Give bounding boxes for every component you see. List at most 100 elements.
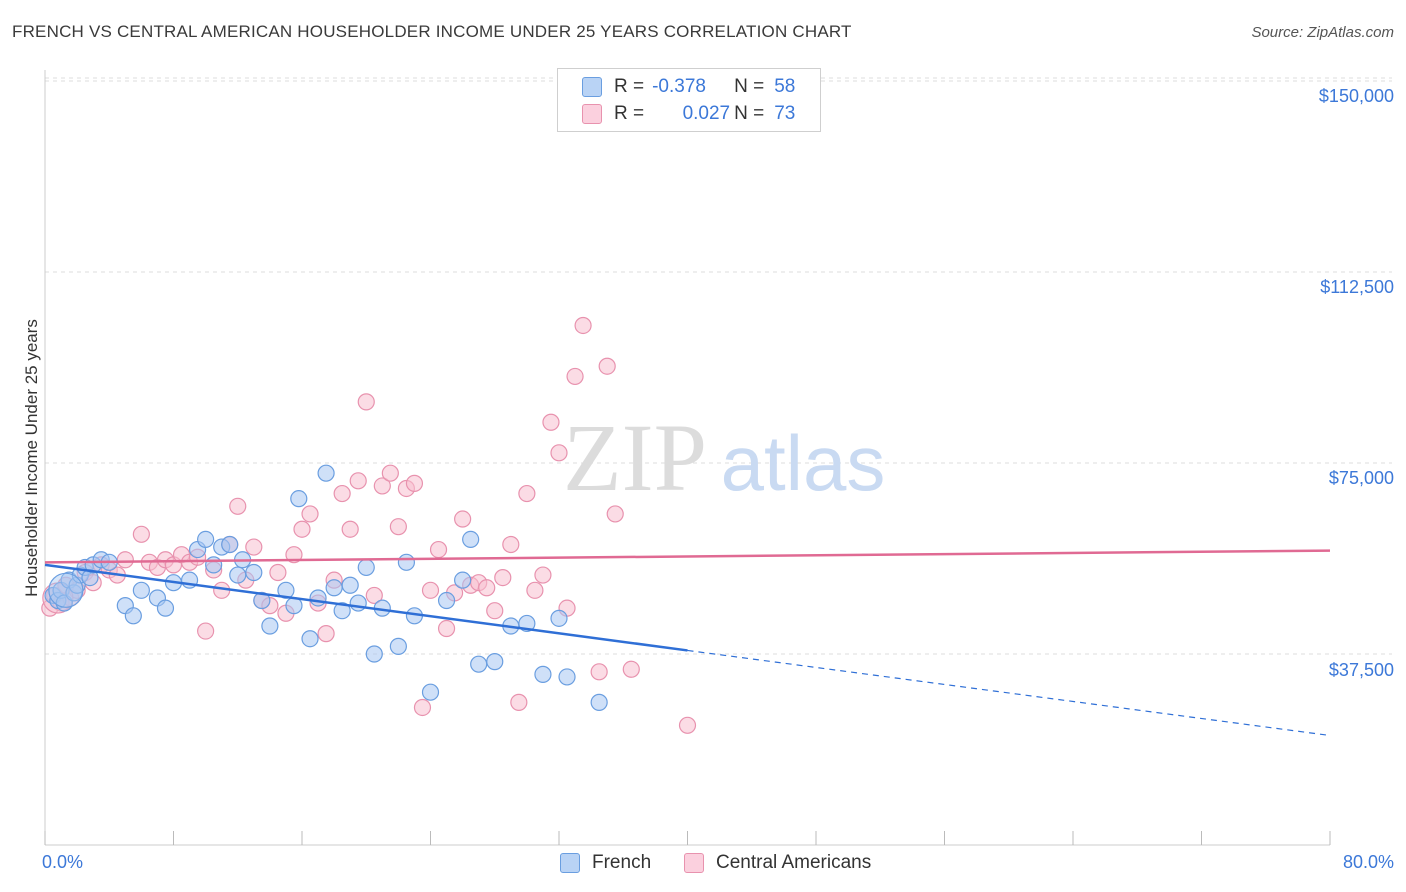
french-trend-line xyxy=(44,563,688,652)
legend-row-french: R = -0.378 N = 58 xyxy=(582,75,795,99)
legend-item-french: French xyxy=(560,852,651,874)
y-tick-label: $37,500 xyxy=(1328,660,1394,680)
french-point xyxy=(341,576,359,594)
central-americans-point xyxy=(534,566,552,584)
central-americans-point xyxy=(542,413,560,431)
french-r-value: -0.378 xyxy=(652,76,706,97)
n-label: N = xyxy=(734,76,765,97)
french-swatch xyxy=(560,853,580,873)
central-americans-point xyxy=(478,579,496,597)
legend-central-label: Central Americans xyxy=(716,852,872,873)
series-legend: French Central Americans xyxy=(0,852,1406,878)
x-tick-label-max: 80.0% xyxy=(1342,852,1394,872)
central-americans-point xyxy=(574,316,592,335)
central-americans-point xyxy=(518,484,536,503)
french-point xyxy=(156,599,175,617)
central-americans-point xyxy=(285,546,303,564)
central-americans-point xyxy=(333,484,351,503)
legend-item-central: Central Americans xyxy=(684,852,871,874)
source-credit: Source: ZipAtlas.com xyxy=(1251,24,1394,41)
central-americans-point xyxy=(381,464,399,482)
central-americans-point xyxy=(269,563,287,582)
central-americans-point xyxy=(454,510,472,528)
french-point xyxy=(325,579,343,597)
central-americans-point xyxy=(590,663,608,681)
french-point xyxy=(389,637,407,655)
central-americans-point xyxy=(502,535,520,554)
french-point-cluster xyxy=(48,572,84,608)
french-point xyxy=(205,556,223,574)
central-swatch xyxy=(582,104,602,124)
french-point xyxy=(365,645,383,663)
y-tick-label: $75,000 xyxy=(1328,468,1394,488)
axes xyxy=(44,70,1331,846)
central-americans-point xyxy=(494,568,512,587)
central-swatch xyxy=(684,853,704,873)
french-n-value: 58 xyxy=(774,76,796,97)
french-point xyxy=(454,571,472,589)
y-tick-label: $150,000 xyxy=(1318,86,1394,106)
central-americans-point xyxy=(622,660,640,678)
french-point xyxy=(277,581,295,599)
central-americans-point xyxy=(526,581,544,599)
n-label: N = xyxy=(734,103,765,124)
french-point xyxy=(245,563,263,582)
french-trend-extension xyxy=(687,649,1331,737)
french-point xyxy=(357,558,375,577)
central-americans-point xyxy=(405,474,424,492)
central-americans-point xyxy=(437,619,456,638)
central-americans-point xyxy=(301,505,319,523)
central-americans-point xyxy=(229,497,247,515)
chart-title: FRENCH VS CENTRAL AMERICAN HOUSEHOLDER I… xyxy=(12,22,852,41)
central-americans-point xyxy=(373,477,391,495)
central-n-value: 73 xyxy=(774,103,796,124)
french-point xyxy=(590,693,608,711)
central-americans-point xyxy=(116,551,134,569)
french-point xyxy=(333,602,351,620)
central-americans-point xyxy=(413,698,432,717)
french-point xyxy=(261,617,279,635)
central-americans-points xyxy=(41,316,697,734)
french-swatch xyxy=(582,77,602,97)
french-point xyxy=(470,655,488,673)
correlation-legend: R = -0.378 N = 58 R = 0.027 N = 73 xyxy=(557,68,821,132)
french-point xyxy=(486,653,504,671)
central-americans-point xyxy=(357,393,375,411)
watermark-atlas: atlas xyxy=(721,419,886,507)
french-point xyxy=(421,683,440,701)
central-americans-point xyxy=(197,622,215,640)
french-point xyxy=(309,589,327,607)
central-americans-point xyxy=(566,367,584,386)
central-americans-point xyxy=(598,357,616,375)
french-point xyxy=(301,630,319,648)
legend-french-label: French xyxy=(592,852,652,873)
central-americans-point xyxy=(429,540,448,559)
watermark-zip: ZIP xyxy=(563,404,707,511)
central-americans-point xyxy=(389,518,407,536)
french-point xyxy=(550,609,568,627)
french-point xyxy=(290,490,308,508)
french-point xyxy=(349,594,367,612)
x-tick-label-min: 0.0% xyxy=(42,852,84,872)
french-point xyxy=(132,581,150,599)
central-americans-point xyxy=(132,525,150,543)
central-americans-point xyxy=(365,586,383,605)
french-point xyxy=(197,530,215,549)
french-point xyxy=(221,535,239,554)
central-americans-point xyxy=(317,625,335,643)
central-americans-point xyxy=(678,716,697,734)
central-americans-point xyxy=(486,602,504,620)
r-label: R = xyxy=(614,76,645,97)
french-point xyxy=(558,668,576,686)
french-points xyxy=(44,464,608,711)
french-point xyxy=(124,607,142,625)
central-americans-point xyxy=(510,693,528,711)
central-americans-point xyxy=(421,581,440,599)
french-point xyxy=(534,665,552,683)
french-point xyxy=(437,591,456,610)
legend-row-central: R = 0.027 N = 73 xyxy=(582,102,795,126)
french-point xyxy=(462,530,480,549)
central-americans-point xyxy=(349,472,367,490)
trend-lines xyxy=(44,549,1331,737)
